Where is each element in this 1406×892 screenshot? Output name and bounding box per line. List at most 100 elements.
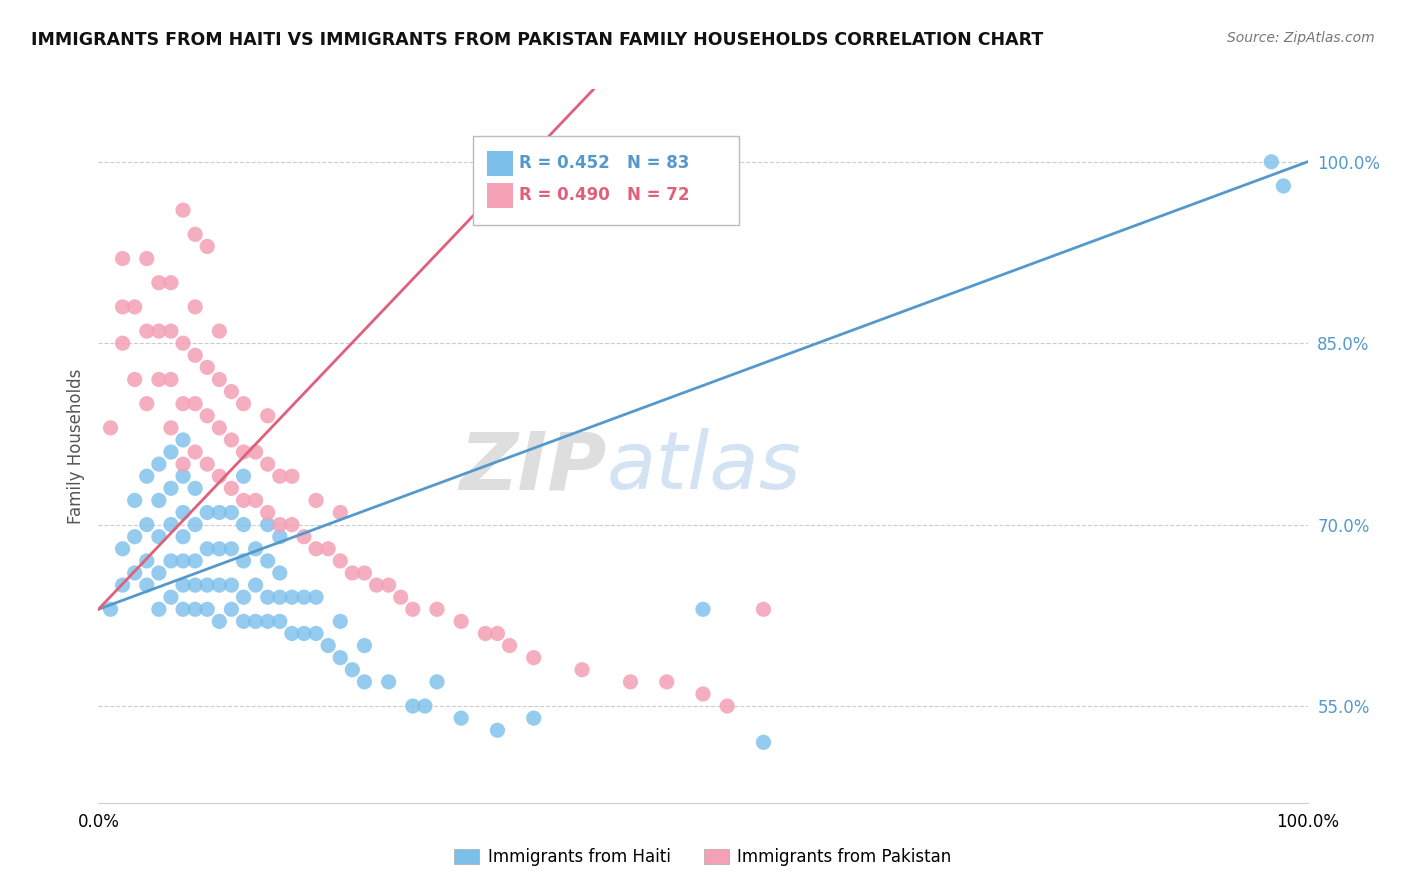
Point	[232, 469, 254, 483]
Point	[208, 469, 231, 483]
Point	[184, 578, 207, 592]
Point	[195, 239, 218, 253]
Point	[245, 445, 267, 459]
Point	[172, 530, 194, 544]
Point	[172, 433, 194, 447]
Point	[486, 723, 509, 738]
Point	[111, 541, 134, 556]
Point	[124, 493, 146, 508]
Point	[195, 578, 218, 592]
Point	[269, 615, 291, 629]
Point	[269, 566, 291, 580]
Point	[498, 639, 520, 653]
Point	[232, 517, 254, 532]
Point	[232, 615, 254, 629]
Point	[329, 650, 352, 665]
Point	[413, 699, 436, 714]
Point	[148, 457, 170, 471]
Point	[208, 421, 231, 435]
Point	[366, 578, 388, 592]
Point	[256, 517, 278, 532]
Point	[184, 481, 207, 495]
Point	[245, 493, 267, 508]
Point	[523, 711, 546, 725]
Point	[1272, 178, 1295, 193]
Point	[426, 674, 449, 689]
Point	[245, 615, 267, 629]
Point	[281, 626, 304, 640]
Point	[148, 530, 170, 544]
Point	[184, 445, 207, 459]
Point	[208, 324, 231, 338]
Point	[172, 554, 194, 568]
Point	[208, 578, 231, 592]
Text: R = 0.452   N = 83: R = 0.452 N = 83	[519, 153, 689, 171]
Point	[135, 324, 157, 338]
Point	[160, 517, 183, 532]
Point	[184, 227, 207, 242]
Point	[305, 626, 328, 640]
Point	[148, 324, 170, 338]
Point	[450, 711, 472, 725]
Point	[342, 566, 364, 580]
Point	[172, 397, 194, 411]
Point	[377, 578, 399, 592]
Point	[148, 602, 170, 616]
Point	[135, 252, 157, 266]
Point	[221, 578, 243, 592]
Point	[148, 276, 170, 290]
Point	[208, 372, 231, 386]
Point	[184, 517, 207, 532]
Point	[752, 602, 775, 616]
Point	[221, 541, 243, 556]
Point	[135, 517, 157, 532]
Point	[184, 602, 207, 616]
Point	[221, 481, 243, 495]
Point	[111, 578, 134, 592]
Point	[450, 615, 472, 629]
Point	[292, 590, 315, 604]
Point	[195, 457, 218, 471]
Point	[692, 687, 714, 701]
Point	[172, 457, 194, 471]
Point	[195, 360, 218, 375]
Point	[329, 554, 352, 568]
Point	[256, 409, 278, 423]
Point	[111, 336, 134, 351]
Point	[342, 663, 364, 677]
Text: ZIP: ZIP	[458, 428, 606, 507]
Point	[208, 615, 231, 629]
Point	[353, 566, 375, 580]
Point	[124, 372, 146, 386]
Point	[426, 602, 449, 616]
Point	[281, 590, 304, 604]
Point	[353, 674, 375, 689]
Point	[245, 541, 267, 556]
Point	[160, 372, 183, 386]
Point	[148, 566, 170, 580]
Point	[571, 663, 593, 677]
Point	[692, 602, 714, 616]
Point	[305, 541, 328, 556]
Text: Source: ZipAtlas.com: Source: ZipAtlas.com	[1227, 31, 1375, 45]
Point	[221, 602, 243, 616]
Point	[305, 493, 328, 508]
Point	[172, 336, 194, 351]
Point	[221, 433, 243, 447]
Point	[523, 650, 546, 665]
Point	[195, 602, 218, 616]
Point	[160, 445, 183, 459]
Point	[292, 530, 315, 544]
Point	[172, 578, 194, 592]
Point	[184, 300, 207, 314]
Point	[172, 469, 194, 483]
Point	[160, 421, 183, 435]
Point	[184, 397, 207, 411]
Point	[148, 493, 170, 508]
Point	[269, 469, 291, 483]
Text: R = 0.490   N = 72: R = 0.490 N = 72	[519, 186, 690, 203]
FancyBboxPatch shape	[486, 183, 513, 209]
Point	[100, 602, 122, 616]
Point	[619, 674, 641, 689]
Point	[269, 530, 291, 544]
